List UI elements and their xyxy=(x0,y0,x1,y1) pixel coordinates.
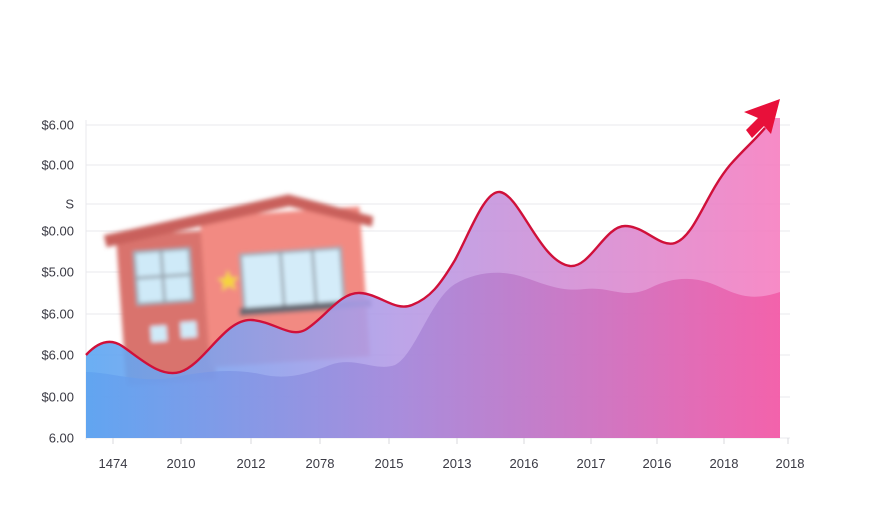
main-line xyxy=(85,127,766,375)
x-tick-label: 2016 xyxy=(509,456,539,471)
trend-arrow-icon xyxy=(744,99,780,138)
x-tick-label: 2012 xyxy=(236,456,266,471)
x-tick-label: 2010 xyxy=(166,456,196,471)
y-tick-label: S xyxy=(65,196,74,212)
y-tick-label: $0.00 xyxy=(41,157,74,173)
x-tick-label: 1474 xyxy=(98,456,128,471)
y-tick-label: 6.00 xyxy=(48,430,74,446)
x-tick-label: 2015 xyxy=(374,456,404,471)
x-tick-label: 2078 xyxy=(305,456,335,471)
y-tick-label: $6.00 xyxy=(41,117,74,133)
y-tick-label: $5.00 xyxy=(41,264,74,280)
y-tick-label: $0.00 xyxy=(41,223,74,239)
y-tick-label: $6.00 xyxy=(41,347,74,363)
y-tick-label: $6.00 xyxy=(41,306,74,322)
x-tick-label: 2018 xyxy=(775,456,805,471)
x-tick-label: 2016 xyxy=(642,456,672,471)
y-tick-label: $0.00 xyxy=(41,389,74,405)
x-ticks xyxy=(112,438,789,444)
x-tick-label: 2018 xyxy=(709,456,739,471)
secondary-band xyxy=(86,272,780,438)
x-tick-label: 2013 xyxy=(442,456,472,471)
x-tick-label: 2017 xyxy=(576,456,606,471)
